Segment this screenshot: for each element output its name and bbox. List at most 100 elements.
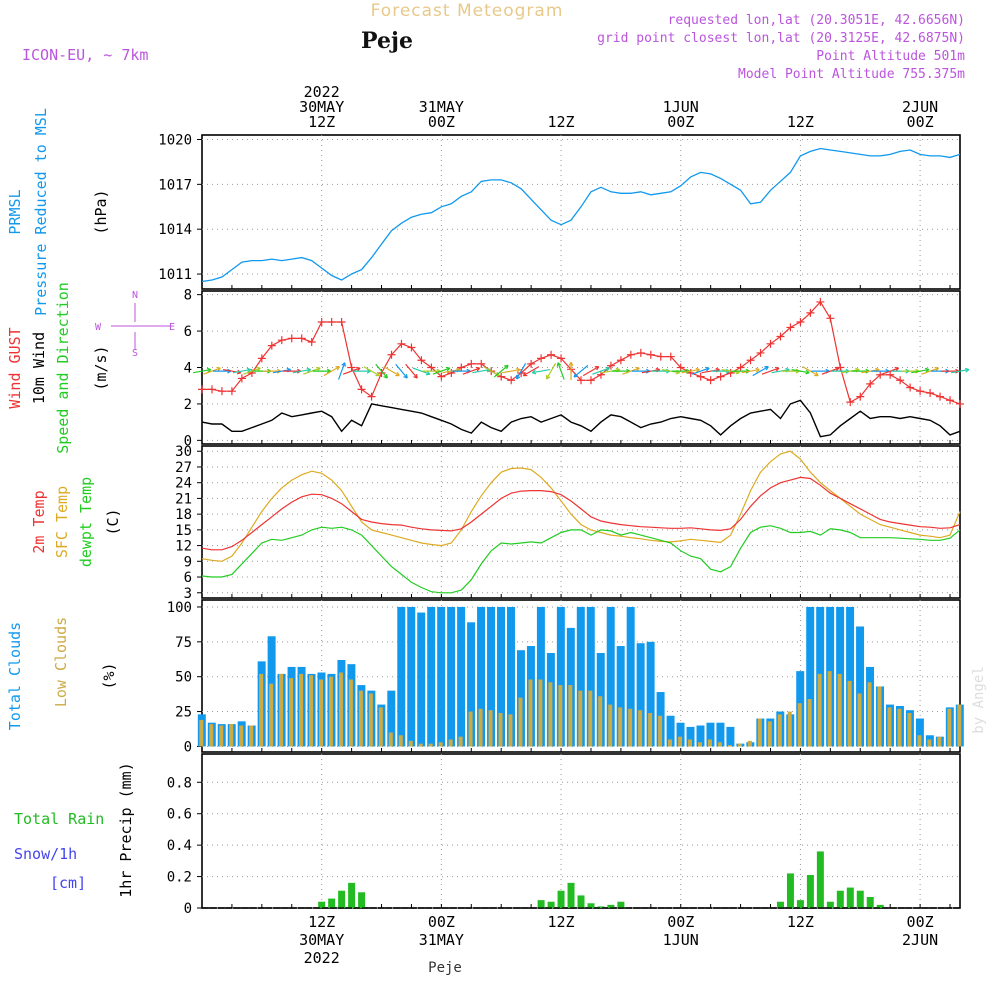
wind-arrow: [791, 368, 810, 374]
wind-arrow-head: [341, 362, 346, 367]
low-cloud-bar: [767, 721, 772, 747]
total-cloud-bar: [576, 606, 585, 747]
low-cloud-bar: [578, 690, 583, 747]
total-cloud-bar: [487, 606, 496, 747]
wind-arrow: [681, 368, 700, 374]
wind-arrow-head: [764, 366, 769, 371]
gust-marker: [307, 338, 316, 346]
low-cloud-bar: [678, 736, 683, 747]
gust-marker: [297, 334, 306, 343]
low-cloud-bar: [857, 693, 862, 747]
precip-panel: 0 0.2 0.4 0.6 0.8: [167, 753, 961, 917]
low-cloud-bar: [837, 673, 842, 747]
wind-arrow: [272, 368, 291, 374]
wind-unit: (m/s): [92, 345, 110, 390]
y-tick-label: 1014: [158, 222, 192, 238]
low-cloud-bar: [558, 685, 563, 747]
gust-marker: [896, 376, 905, 385]
gust-marker: [856, 392, 865, 401]
wind-arrow: [383, 366, 400, 377]
total-cloud-bar: [636, 643, 645, 747]
low-cloud-bar: [548, 682, 553, 747]
gridpoint-coords: grid point closest lon,lat (20.3125E, 42…: [597, 31, 965, 46]
gust-marker: [477, 359, 486, 368]
wind-arrow: [861, 368, 880, 374]
rain-bar: [348, 882, 356, 908]
low-cloud-bar: [478, 708, 483, 747]
wind-arrow: [303, 367, 321, 375]
low-cloud-bar: [538, 679, 543, 747]
wind-arrow: [493, 364, 509, 378]
rain-bar: [806, 875, 814, 908]
gust-marker: [886, 370, 895, 379]
low-cloud-bar: [458, 736, 463, 747]
wind-arrow: [337, 362, 346, 380]
compass-w: W: [95, 322, 102, 333]
gust-marker: [726, 368, 735, 377]
wind-arrow-head: [814, 371, 819, 377]
wind-arrow-head: [516, 367, 521, 373]
low-cloud-bar: [737, 743, 742, 747]
low-cloud-bar: [219, 725, 224, 747]
total-cloud-bar: [417, 612, 426, 747]
wind-arrow: [752, 366, 769, 377]
pressure-label-long: Pressure Reduced to MSL: [32, 108, 50, 316]
wind-arrow: [546, 363, 557, 380]
time-label-top: 1JUN: [663, 98, 699, 116]
wind-arrow-head: [445, 366, 451, 372]
gust-marker: [926, 389, 935, 397]
gust-marker: [846, 398, 855, 407]
total-cloud-bar: [387, 690, 396, 747]
wind-label: 10m Wind: [30, 332, 48, 404]
low-cloud-bar: [917, 735, 922, 747]
y-tick-label: 12: [175, 539, 192, 555]
low-cloud-bar: [608, 704, 613, 747]
gust-marker: [427, 363, 436, 372]
gust-marker: [606, 361, 615, 370]
pressure-unit: (hPa): [92, 189, 110, 234]
wind-arrow: [841, 368, 860, 374]
wind-arrow: [821, 367, 840, 375]
rain-bar: [567, 882, 575, 908]
station-name: Peje: [361, 28, 413, 54]
low-cloud-bar: [668, 739, 673, 747]
wind-arrow: [622, 367, 640, 375]
y-tick-label: 15: [175, 523, 192, 539]
model-altitude: Model Point Altitude 755.375m: [738, 67, 965, 82]
gust-marker: [387, 350, 396, 359]
gust-label: Wind GUST: [6, 327, 24, 408]
total-cloud-bar: [437, 606, 446, 747]
y-tick-label: 0.2: [167, 870, 192, 886]
wind-arrow-head: [206, 367, 212, 373]
gust-marker: [776, 332, 785, 341]
gust-marker: [656, 352, 665, 361]
wind-arrow-head: [695, 367, 700, 373]
wind-arrow: [802, 366, 819, 377]
wind-arrow-head: [774, 366, 780, 372]
gust-marker: [527, 359, 536, 368]
wind-arrow-head: [504, 364, 509, 370]
panel-frame: [201, 753, 961, 909]
gust-marker: [946, 396, 955, 405]
low-cloud-bar: [937, 736, 942, 747]
low-cloud-label: Low Clouds: [52, 617, 70, 707]
gust-marker: [616, 356, 625, 365]
total-cloud-bar: [497, 606, 506, 747]
wind-arrow-head: [568, 361, 574, 366]
wind-arrow-head: [805, 369, 810, 375]
total-cloud-bar: [706, 722, 715, 747]
y-tick-label: 0.6: [167, 807, 192, 823]
low-cloud-bar: [688, 739, 693, 747]
low-cloud-bar: [777, 714, 782, 747]
wind-arrow: [721, 368, 740, 374]
total-cloud-bar: [616, 646, 625, 747]
precip-label: 1hr Precip (mm): [117, 762, 135, 897]
rain-bar: [617, 901, 625, 908]
rain-bar: [786, 873, 794, 908]
gust-marker: [826, 314, 835, 323]
total-cloud-label: Total Clouds: [6, 622, 24, 730]
panel-labels: PRMSL Pressure Reduced to MSL (hPa) Wind GU…: [6, 108, 175, 898]
wind-arrow: [243, 367, 261, 375]
